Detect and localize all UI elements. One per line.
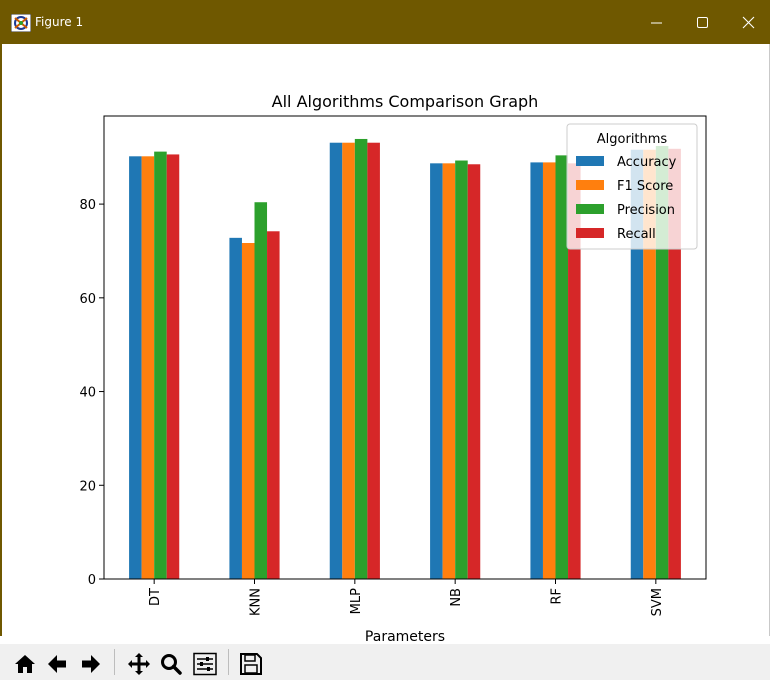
y-tick-label: 80 (79, 198, 96, 213)
pan-icon (128, 653, 150, 675)
bar-svm-precision (655, 145, 669, 579)
close-icon (742, 16, 755, 29)
bar-mlp-precision (354, 138, 368, 579)
bar-knn-precision (254, 202, 268, 580)
legend-swatch (576, 180, 604, 190)
bar-nb-precision (455, 160, 468, 579)
forward-button[interactable] (78, 652, 104, 676)
legend: Algorithms Accuracy F1 Score Precision Recal… (566, 123, 698, 250)
chart-title: All Algorithms Comparison Graph (272, 92, 539, 111)
home-button[interactable] (12, 652, 38, 676)
bar-chart: All Algorithms Comparison Graph 0 20 40 60 8… (79, 92, 707, 645)
bar-knn-recall (267, 231, 280, 579)
maximize-icon (697, 17, 708, 28)
bar-rf-accuracy (530, 162, 543, 579)
toolbar-separator (114, 649, 115, 675)
x-tick-label: SVM (650, 588, 665, 616)
home-icon (15, 655, 35, 673)
bar-rf-precision (555, 155, 569, 580)
bar-mlp-accuracy (329, 142, 343, 579)
x-axis: DT KNN MLP NB RF SVM (148, 579, 665, 616)
legend-entry-label: Precision (617, 203, 675, 218)
minimize-button[interactable] (638, 8, 678, 38)
zoom-icon (161, 654, 182, 675)
legend-swatch (576, 228, 604, 238)
y-tick-label: 40 (79, 386, 96, 401)
bar-dt-precision (154, 151, 167, 579)
x-tick-label: NB (449, 588, 464, 607)
back-icon (48, 655, 66, 673)
configure-subplots-button[interactable] (192, 652, 218, 676)
bar-dt-accuracy (129, 156, 142, 580)
x-tick-label: DT (148, 588, 163, 606)
bar-rf-f1-score (542, 162, 556, 579)
x-axis-label: Parameters (365, 629, 445, 644)
title-bar: Figure 1 (0, 0, 770, 44)
bar-mlp-f1-score (342, 142, 355, 579)
y-axis: 0 20 40 60 80 (79, 198, 104, 588)
y-tick-label: 20 (79, 479, 96, 494)
window-frame-left (0, 44, 2, 636)
close-button[interactable] (730, 8, 770, 38)
bar-svm-accuracy (630, 149, 644, 579)
forward-icon (82, 655, 100, 673)
navigation-toolbar (0, 644, 770, 680)
bars-group (129, 138, 681, 580)
pan-button[interactable] (126, 652, 152, 676)
bar-rf-recall (568, 163, 581, 579)
configure-subplots-icon (193, 652, 217, 676)
y-tick-label: 0 (88, 573, 96, 588)
bar-svm-recall (668, 148, 681, 580)
bar-nb-accuracy (430, 163, 443, 579)
bar-dt-f1-score (141, 156, 155, 580)
y-tick-label: 60 (79, 292, 96, 307)
window-title: Figure 1 (35, 15, 84, 29)
maximize-button[interactable] (684, 8, 724, 38)
legend-swatch (576, 156, 604, 166)
toolbar-separator (228, 649, 229, 675)
x-tick-label: KNN (249, 588, 264, 616)
bar-dt-recall (166, 154, 180, 579)
legend-swatch (576, 204, 604, 214)
plot-frame (103, 115, 707, 580)
legend-entry-label: F1 Score (617, 179, 673, 194)
bar-svm-f1-score (643, 149, 656, 579)
save-icon (240, 653, 262, 675)
figure-canvas[interactable]: All Algorithms Comparison Graph 0 20 40 60 8… (0, 44, 770, 645)
minimize-icon (651, 22, 662, 24)
bar-nb-f1-score (442, 163, 456, 579)
back-button[interactable] (44, 652, 70, 676)
bar-knn-accuracy (229, 237, 242, 579)
x-tick-label: RF (550, 588, 565, 605)
save-button[interactable] (238, 652, 264, 676)
bar-nb-recall (467, 164, 481, 579)
bar-mlp-recall (367, 142, 380, 579)
zoom-button[interactable] (158, 652, 184, 676)
legend-box (566, 123, 698, 250)
legend-entry-label: Recall (617, 227, 656, 242)
legend-entry-label: Accuracy (617, 155, 677, 170)
x-tick-label: MLP (349, 588, 364, 614)
bar-knn-f1-score (241, 243, 255, 579)
legend-title: Algorithms (597, 132, 668, 147)
app-icon (11, 14, 31, 32)
